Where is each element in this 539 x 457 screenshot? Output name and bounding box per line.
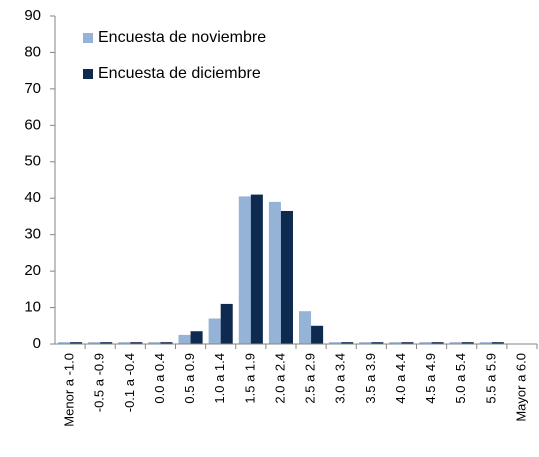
x-tick-label: 4.5 a 4.9	[423, 353, 438, 404]
bar	[341, 342, 354, 344]
bar	[100, 342, 113, 344]
x-tick-label: 3.0 a 3.4	[333, 353, 348, 404]
bar	[250, 194, 263, 344]
y-tick-label: 50	[24, 153, 41, 170]
x-tick-label: 3.5 a 3.9	[363, 353, 378, 404]
x-tick-label: 1.0 a 1.4	[212, 353, 227, 404]
bar	[118, 342, 131, 344]
x-tick-label: 5.0 a 5.4	[453, 353, 468, 404]
bar	[220, 303, 233, 344]
legend-label: Encuesta de diciembre	[98, 65, 261, 82]
y-tick-label: 70	[24, 80, 41, 97]
x-tick-label: 0.5 a 0.9	[182, 353, 197, 404]
x-tick-label: 5.5 a 5.9	[483, 353, 498, 404]
bar	[268, 201, 281, 344]
bar	[401, 342, 414, 344]
bar	[160, 342, 173, 344]
bar	[389, 342, 402, 344]
bar	[359, 342, 372, 344]
y-tick-label: 20	[24, 262, 41, 279]
y-tick-label: 30	[24, 226, 41, 243]
y-tick-label: 10	[24, 299, 41, 316]
bar	[419, 342, 432, 344]
bar	[208, 318, 221, 344]
bar	[148, 342, 161, 344]
y-tick-label: 60	[24, 116, 41, 133]
legend-label: Encuesta de noviembre	[98, 29, 266, 46]
x-tick-label: 2.0 a 2.4	[272, 353, 287, 404]
bar	[190, 331, 203, 344]
x-tick-label: 2.5 a 2.9	[303, 353, 318, 404]
x-tick-label: -0.5 a -0.9	[92, 353, 107, 412]
y-tick-label: 90	[24, 7, 41, 24]
x-tick-label: Mayor a 6.0	[513, 353, 528, 422]
legend-swatch	[83, 69, 93, 79]
bar	[329, 342, 342, 344]
bar	[70, 342, 83, 344]
x-tick-label: Menor a -1.0	[62, 353, 77, 427]
bar	[280, 210, 293, 344]
bar	[311, 325, 324, 344]
bar	[479, 342, 492, 344]
bar	[178, 334, 191, 344]
bar	[371, 342, 384, 344]
x-tick-label: 1.5 a 1.9	[242, 353, 257, 404]
bar	[491, 342, 504, 344]
bar	[431, 342, 444, 344]
bar	[88, 342, 101, 344]
y-tick-label: 80	[24, 43, 41, 60]
x-tick-label: 4.0 a 4.4	[393, 353, 408, 404]
x-tick-label: 0.0 a 0.4	[152, 353, 167, 404]
legend-swatch	[83, 33, 93, 43]
y-tick-label: 0	[33, 335, 41, 352]
y-tick-label: 40	[24, 189, 41, 206]
bar	[461, 342, 474, 344]
bar	[58, 342, 71, 344]
bar	[299, 311, 312, 344]
bar	[130, 342, 143, 344]
bar	[238, 196, 251, 344]
x-tick-label: -0.1 a -0.4	[122, 353, 137, 412]
bar	[449, 342, 462, 344]
